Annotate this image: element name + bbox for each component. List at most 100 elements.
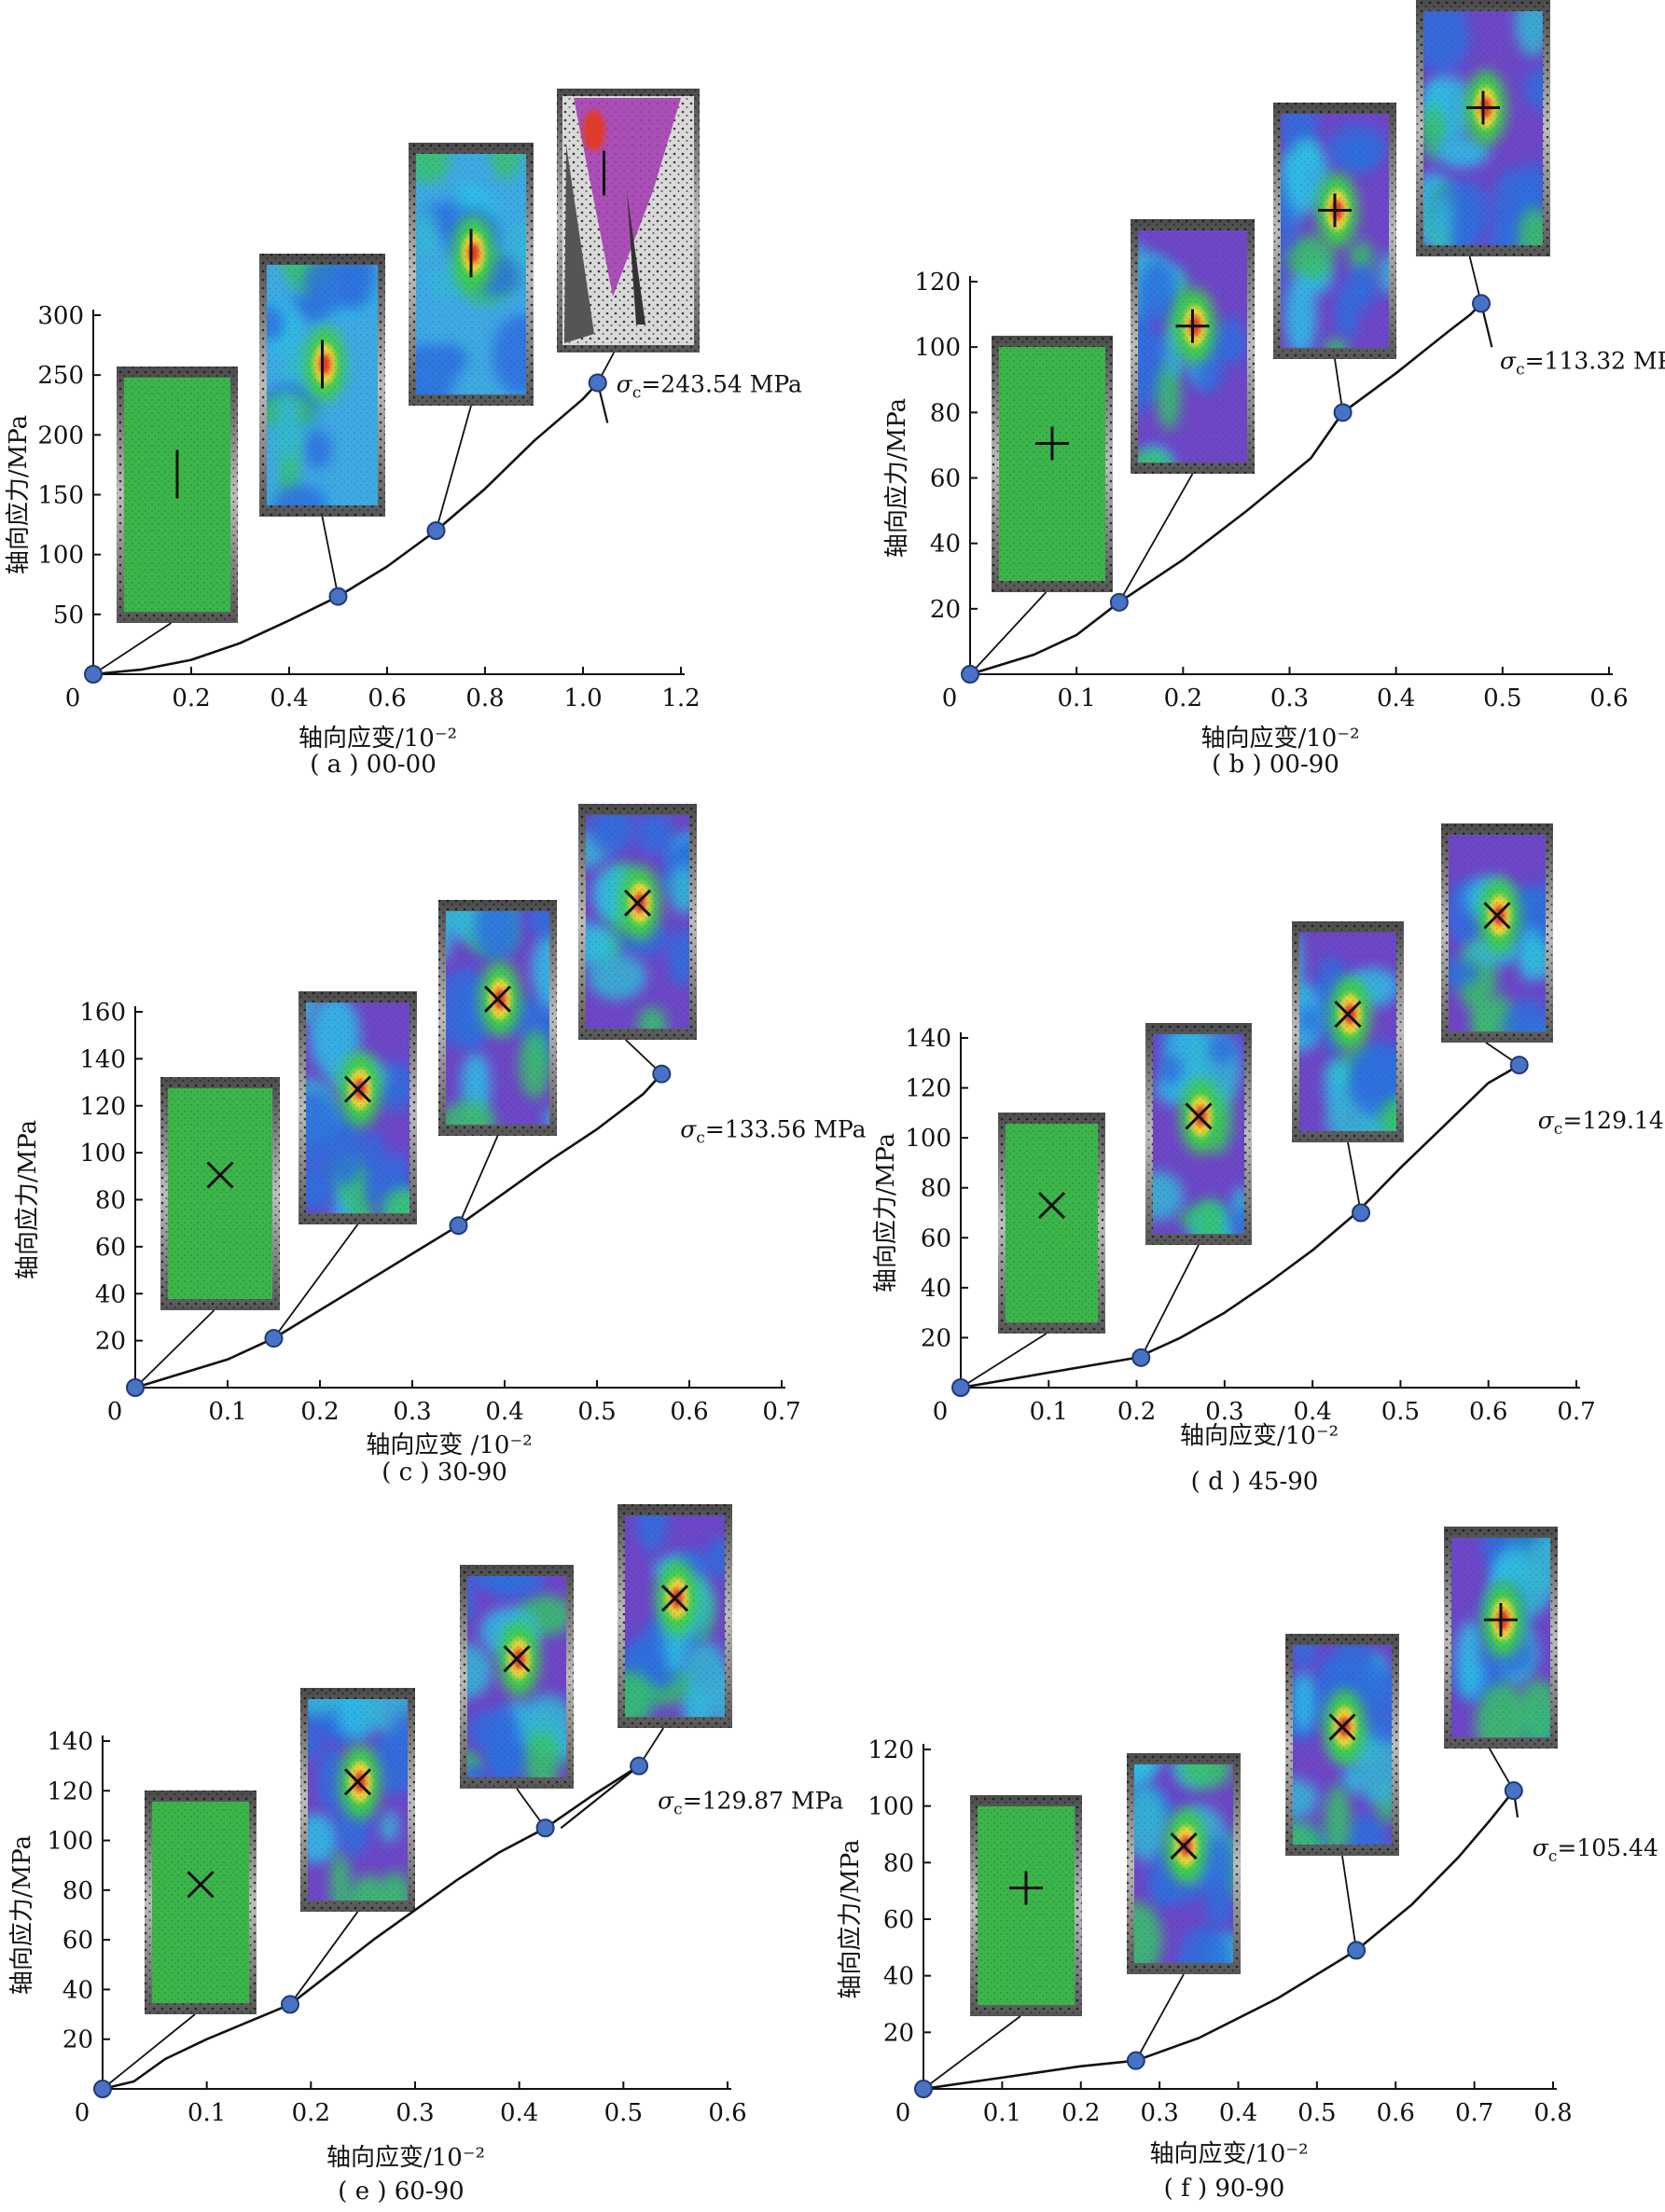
y-axis-label: 轴向应力/MPa [5, 415, 33, 574]
dic-strain-inset [460, 1565, 574, 1789]
speckle-overlay [1449, 835, 1546, 1031]
fiber-orientation-mark [343, 1768, 372, 1796]
mark-line [1170, 1832, 1198, 1860]
leader-line [102, 2013, 196, 2090]
y-tick-label: 60 [930, 465, 961, 493]
x-tick-label: 0 [933, 1398, 949, 1426]
x-tick-label: 0.2 [1164, 684, 1202, 712]
dic-strain-inset [438, 900, 557, 1136]
x-tick-label: 0 [895, 2099, 911, 2127]
data-point [84, 665, 103, 684]
speckle-overlay [1451, 1538, 1550, 1737]
peak-strength-label: σc=113.32 MPa [1500, 347, 1665, 379]
leader-line [272, 1224, 359, 1339]
fiber-orientation-mark [1035, 426, 1069, 461]
strain-field [1134, 1764, 1233, 1963]
y-tick-label: 20 [930, 596, 961, 624]
fiber-orientation-mark [1483, 902, 1511, 930]
data-point [281, 1995, 299, 2014]
dic-strain-inset [1416, 0, 1550, 256]
stress-strain-curve [969, 302, 1482, 676]
x-tick-label: 0.6 [1589, 684, 1628, 712]
chart-panel-e: 0 0.1 0.2 0.3 0.4 0.5 0.6 20 40 60 80 100 120 140 轴向应变… [8, 1504, 843, 2205]
speckle-overlay [1006, 1124, 1098, 1322]
post-peak-curve [560, 1764, 640, 1830]
mark-line [206, 1161, 234, 1189]
x-tick-label: 0.5 [1297, 2099, 1336, 2127]
speckle-overlay [1299, 933, 1396, 1131]
data-point [630, 1756, 649, 1776]
crack-shadow [627, 191, 645, 325]
fiber-orientation-mark [1175, 309, 1210, 343]
speckle-overlay [1293, 1645, 1392, 1845]
data-point [914, 2080, 933, 2098]
speckle-overlay [586, 815, 689, 1029]
mark-line [660, 1584, 689, 1612]
y-tick-label: 120 [905, 1075, 951, 1103]
y-tick-label: 140 [47, 1728, 93, 1756]
mark-line [343, 1768, 372, 1796]
fiber-orientation-mark [623, 889, 652, 917]
y-tick-label: 140 [79, 1045, 126, 1073]
x-tick-label: 0.8 [465, 684, 504, 712]
x-tick-label: 0.3 [393, 1398, 431, 1426]
leader-line [435, 405, 472, 532]
peak-strength-label: σc=243.54 MPa [617, 370, 802, 402]
strain-field [586, 815, 689, 1029]
fiber-orientation-mark [483, 985, 512, 1013]
mark-line [1328, 1713, 1356, 1741]
fiber-orientation-mark [660, 1584, 689, 1612]
dic-strain-inset [1127, 1753, 1241, 1974]
stress-strain-curve [923, 1790, 1515, 2091]
y-tick-label: 100 [47, 1828, 93, 1856]
x-tick-label: 0.7 [762, 1398, 800, 1426]
dic-strain-inset [1444, 1527, 1558, 1749]
peak-strength-label: σc=129.87 MPa [658, 1788, 843, 1819]
data-point [449, 1216, 468, 1236]
leader-line [1118, 473, 1194, 603]
panel-caption: ( c ) 30-90 [382, 1459, 507, 1486]
dic-strain-inset [298, 991, 417, 1224]
strain-field [1423, 11, 1543, 245]
dic-strain-inset [1441, 823, 1553, 1043]
mark-line [1185, 1102, 1213, 1130]
panel-caption: ( e ) 60-90 [338, 2177, 464, 2205]
dic-strain-inset [259, 254, 385, 517]
x-tick-label: 0.7 [1557, 1398, 1595, 1426]
y-tick-label: 60 [883, 1906, 914, 1934]
data-point [1352, 1203, 1370, 1223]
strain-field [1299, 933, 1396, 1131]
y-axis-label: 轴向应力/MPa [837, 1839, 865, 1998]
data-point [1131, 1348, 1151, 1367]
x-tick-label: 0.3 [1270, 684, 1309, 712]
speckle-overlay [1281, 114, 1389, 348]
y-tick-label: 100 [867, 1793, 914, 1821]
speckle-overlay [306, 1002, 409, 1213]
y-tick-label: 40 [883, 1963, 914, 1991]
y-tick-label: 80 [921, 1175, 951, 1203]
x-tick-label: 0.1 [187, 2099, 226, 2127]
x-tick-label: 0.4 [1293, 1398, 1331, 1426]
data-point [1126, 2051, 1145, 2070]
x-tick-label: 0.6 [708, 2099, 746, 2127]
y-tick-label: 120 [79, 1093, 126, 1121]
speckle-overlay [1153, 1034, 1244, 1234]
dic-strain-inset [1145, 1023, 1252, 1245]
dic-strain-inset [160, 1077, 280, 1310]
speckle-overlay [308, 1699, 408, 1901]
chart-panel-c: 0 0.1 0.2 0.3 0.4 0.5 0.6 0.7 20 40 60 80 100 120 140 1… [14, 804, 867, 1486]
mark-line [187, 1871, 215, 1899]
y-tick-label: 40 [930, 531, 961, 559]
speckle-overlay [625, 1515, 725, 1717]
y-tick-label: 140 [905, 1025, 951, 1053]
leader-line [1347, 1141, 1362, 1213]
x-tick-label: 0.2 [300, 1398, 339, 1426]
x-tick-label: 0.2 [172, 684, 210, 712]
x-tick-label: 0.5 [1381, 1398, 1420, 1426]
y-tick-label: 40 [62, 1976, 93, 2004]
peak-strength-label: σc=133.56 MPa [680, 1116, 866, 1148]
strain-field [308, 1699, 408, 1901]
fiber-orientation-mark [1185, 1102, 1213, 1130]
y-tick-label: 20 [883, 2019, 914, 2047]
panel-caption: ( f ) 90-90 [1164, 2175, 1285, 2203]
